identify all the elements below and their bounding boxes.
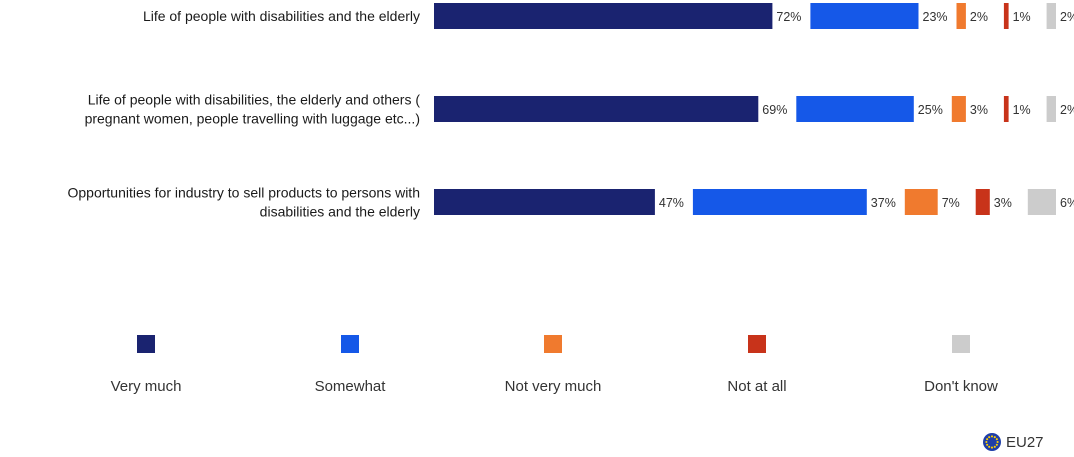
bar-segment — [434, 189, 655, 215]
data-label: 25% — [918, 103, 943, 117]
bar-segment — [1046, 96, 1056, 122]
data-label: 7% — [942, 196, 960, 210]
data-label: 3% — [970, 103, 988, 117]
data-label: 2% — [1060, 10, 1074, 24]
legend-swatch — [952, 335, 970, 353]
chart-row: Opportunities for industry to sell produ… — [67, 185, 1074, 220]
bar-segment — [956, 3, 966, 29]
bar-segment — [434, 96, 759, 122]
legend-label: Very much — [111, 378, 182, 395]
legend-label: Somewhat — [315, 378, 387, 395]
legend-item: Don't know — [924, 335, 998, 395]
legend-swatch — [748, 335, 766, 353]
data-label: 69% — [762, 103, 787, 117]
data-label: 2% — [1060, 103, 1074, 117]
category-label: pregnant women, people travelling with l… — [85, 111, 420, 127]
data-label: 23% — [923, 10, 948, 24]
category-label: Life of people with disabilities and the… — [143, 8, 420, 24]
bar-segment — [434, 3, 773, 29]
bar-segment — [1046, 3, 1056, 29]
bar-segment — [810, 3, 919, 29]
legend-swatch — [137, 335, 155, 353]
legend: Very much Somewhat Not very much Not at all… — [111, 335, 998, 395]
bar-segment — [1003, 96, 1009, 122]
legend-item: Not at all — [727, 335, 787, 395]
data-label: 3% — [994, 196, 1012, 210]
bar-segment — [951, 96, 966, 122]
bar-segment — [692, 189, 867, 215]
legend-swatch — [341, 335, 359, 353]
bar-segment — [904, 189, 938, 215]
chart-row: Life of people with disabilities and the… — [143, 3, 1074, 29]
legend-label: Not very much — [505, 378, 602, 395]
category-label: Life of people with disabilities, the el… — [88, 92, 421, 108]
bar-segment — [1027, 189, 1056, 215]
eu27-label: EU27 — [1006, 433, 1044, 451]
category-label: disabilities and the elderly — [260, 204, 420, 220]
data-label: 1% — [1013, 10, 1031, 24]
eu27-badge: EU27 — [983, 433, 1044, 451]
legend-item: Somewhat — [315, 335, 387, 395]
eu-flag-icon — [983, 433, 1001, 451]
legend-label: Don't know — [924, 378, 998, 395]
category-label: Opportunities for industry to sell produ… — [67, 185, 420, 201]
data-label: 6% — [1060, 196, 1074, 210]
legend-label: Not at all — [727, 378, 786, 395]
data-label: 1% — [1013, 103, 1031, 117]
data-label: 47% — [659, 196, 684, 210]
chart-row: Life of people with disabilities, the el… — [85, 92, 1074, 127]
bars-layer: Life of people with disabilities and the… — [67, 3, 1074, 220]
data-label: 72% — [776, 10, 801, 24]
bar-segment — [975, 189, 990, 215]
bar-segment — [796, 96, 914, 122]
legend-item: Very much — [111, 335, 182, 395]
legend-swatch — [544, 335, 562, 353]
legend-item: Not very much — [505, 335, 602, 395]
data-label: 37% — [871, 196, 896, 210]
bar-segment — [1003, 3, 1009, 29]
data-label: 2% — [970, 10, 988, 24]
